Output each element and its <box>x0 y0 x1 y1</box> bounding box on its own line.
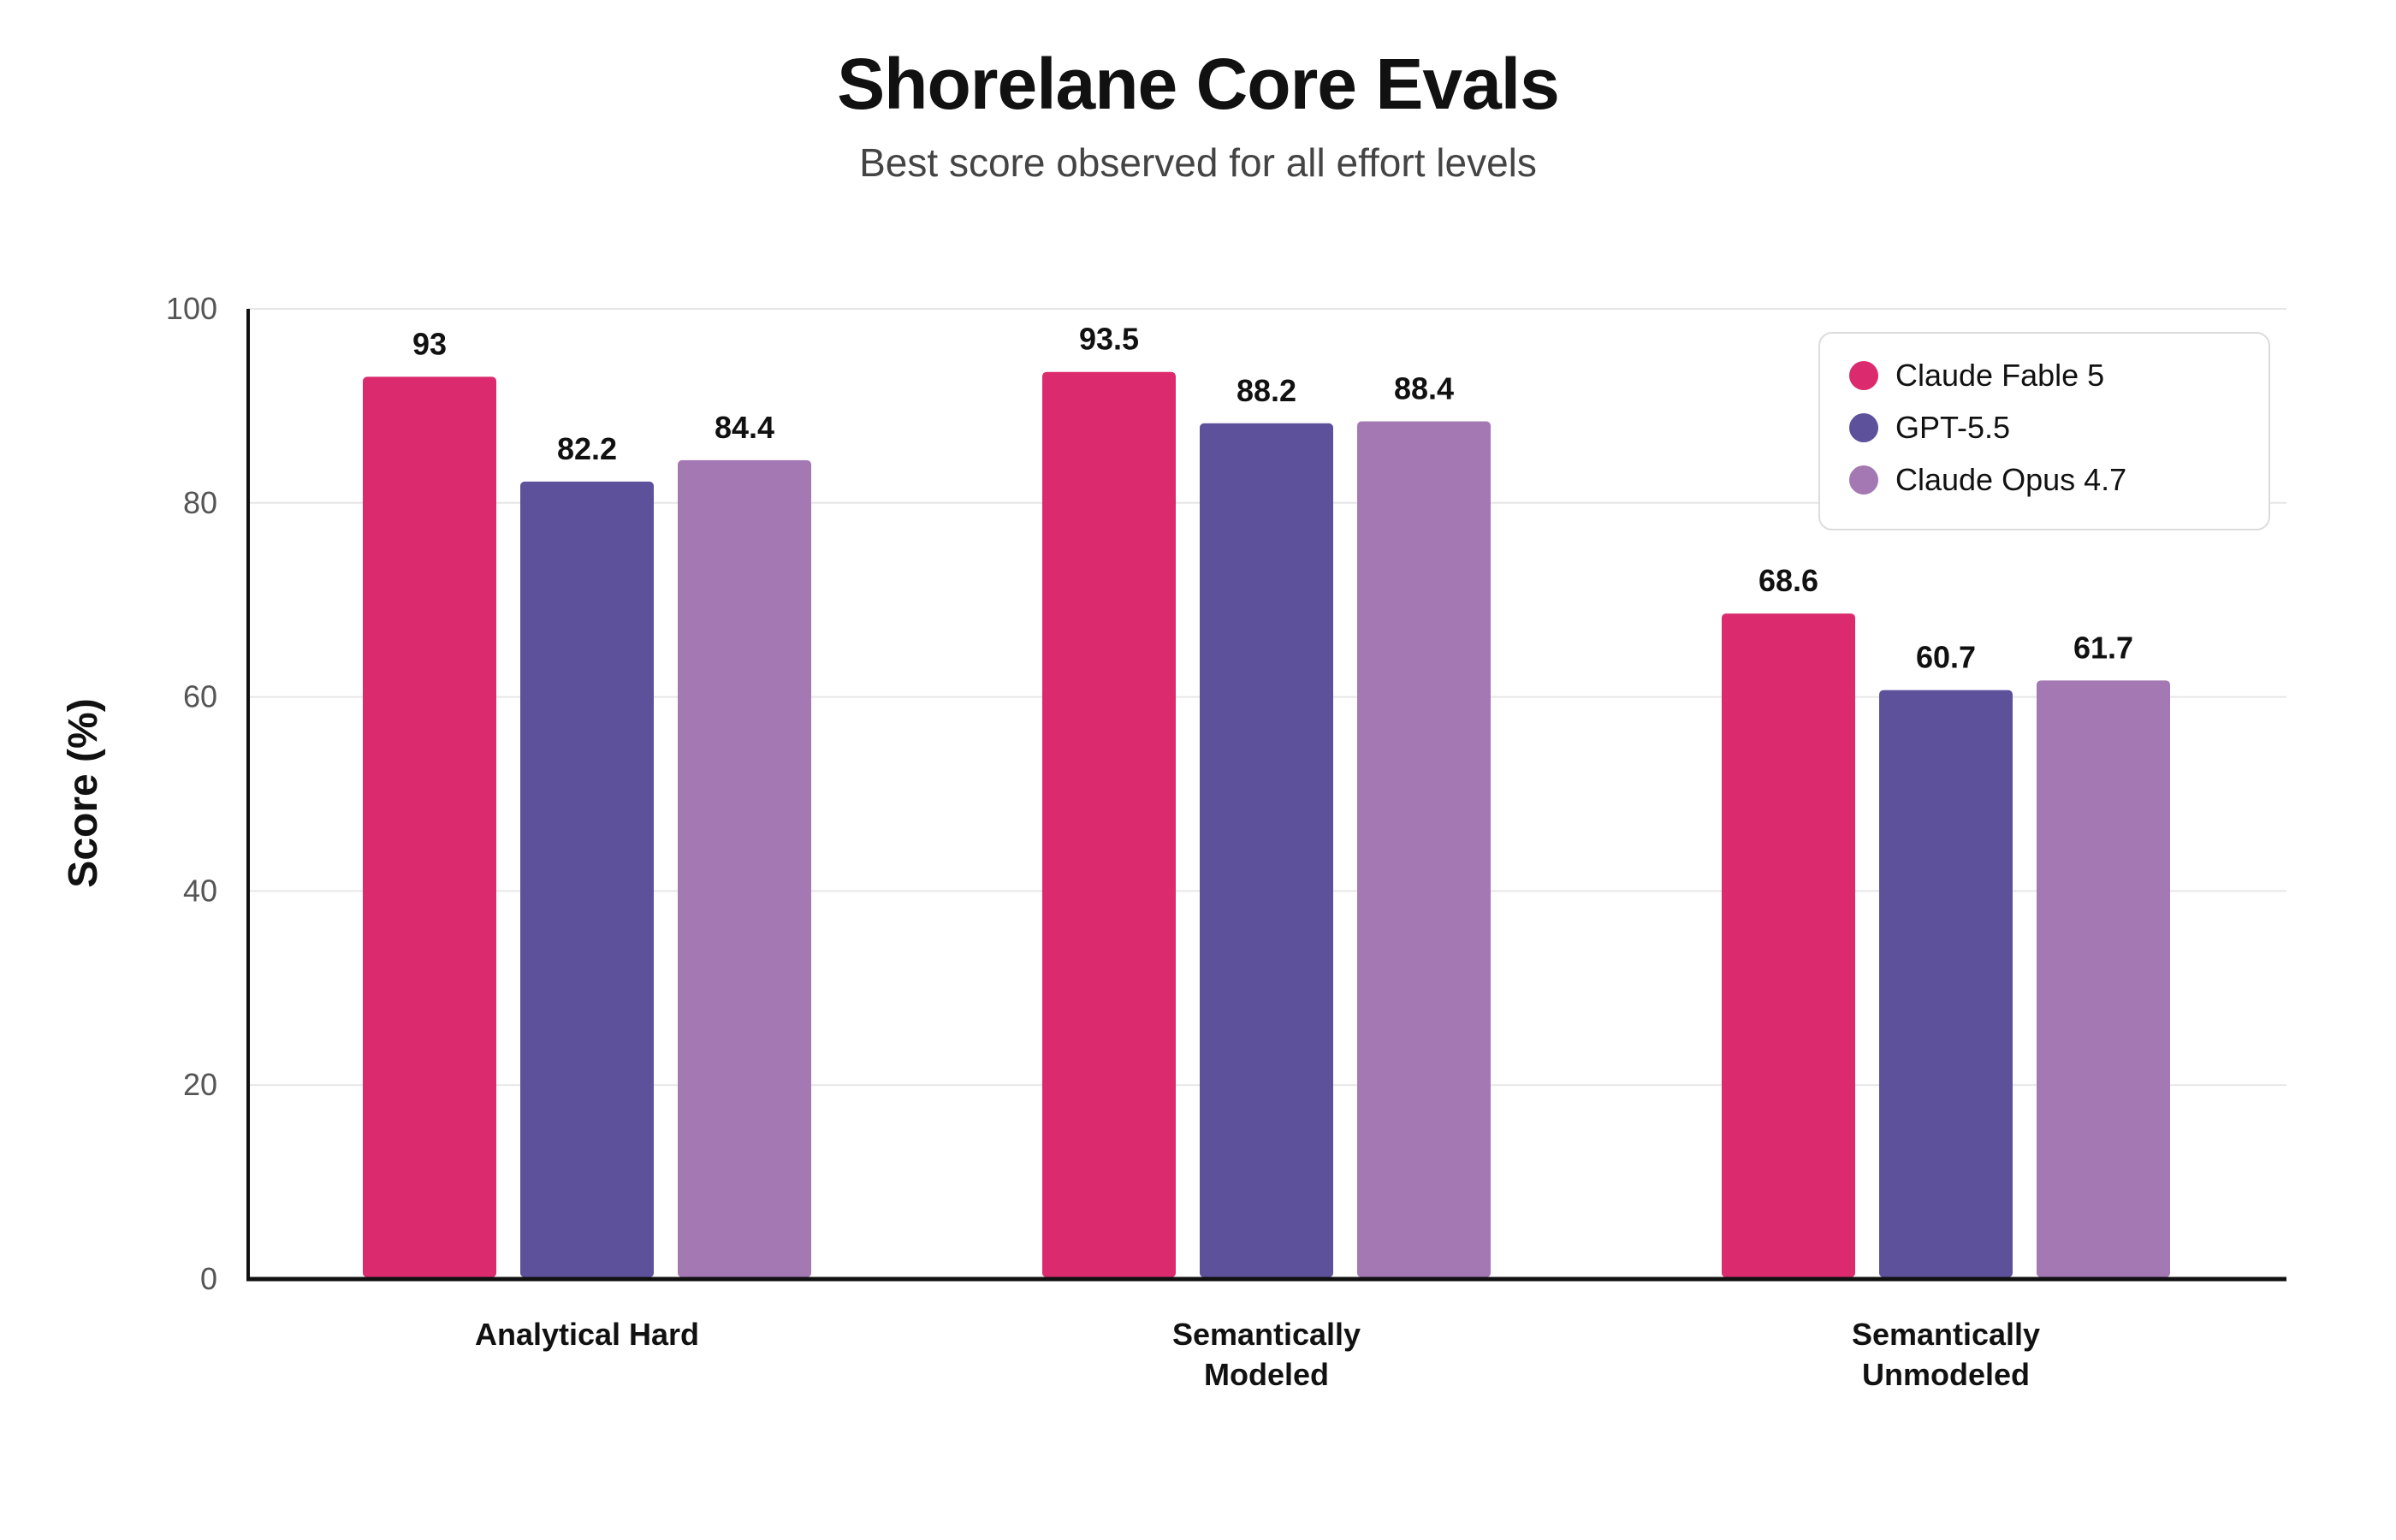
bar <box>1200 423 1333 1277</box>
bar <box>363 376 496 1277</box>
chart-title: Shorelane Core Evals <box>837 44 1560 124</box>
bar-value-label: 61.7 <box>2073 630 2133 665</box>
bar <box>520 481 654 1277</box>
bar-value-label: 60.7 <box>1916 640 1976 675</box>
legend-label: Claude Fable 5 <box>1895 357 2105 393</box>
bar-value-label: 82.2 <box>557 431 617 466</box>
bar-value-label: 84.4 <box>715 410 774 445</box>
x-category-label: Modeled <box>1204 1357 1329 1392</box>
bar-value-label: 88.4 <box>1394 371 1454 406</box>
bar <box>1722 613 1855 1277</box>
y-tick-label: 0 <box>200 1261 217 1296</box>
legend-swatch <box>1849 412 1878 442</box>
legend-label: GPT-5.5 <box>1895 409 2011 445</box>
y-axis-title: Score (%) <box>61 698 106 887</box>
bar-value-label: 93 <box>412 326 447 361</box>
axes <box>246 309 2286 1282</box>
y-tick-label: 40 <box>183 873 217 908</box>
bars <box>363 371 2170 1278</box>
y-tick-label: 20 <box>183 1067 217 1102</box>
bar <box>678 459 811 1277</box>
x-category-label: Unmodeled <box>1862 1357 2030 1392</box>
bar-value-label: 88.2 <box>1237 373 1296 408</box>
bar-value-label: 68.6 <box>1758 563 1818 598</box>
legend-swatch <box>1849 465 1878 495</box>
labels: 0 20 40 60 80 100 93 82.2 84.4 Analytical Hard 93.… <box>166 291 2133 1392</box>
bar <box>2037 680 2170 1277</box>
legend: Claude Fable 5 GPT-5.5 Claude Opus 4.7 <box>1818 332 2270 530</box>
y-tick-label: 60 <box>183 679 217 714</box>
legend-swatch <box>1849 360 1878 390</box>
bar <box>1357 421 1491 1277</box>
legend-label: Claude Opus 4.7 <box>1895 461 2127 497</box>
x-category-label: Semantically <box>1172 1317 1361 1352</box>
bar <box>1042 371 1176 1278</box>
bar-value-label: 93.5 <box>1079 322 1139 357</box>
x-category-label: Semantically <box>1852 1317 2040 1352</box>
y-tick-label: 100 <box>166 291 217 326</box>
legend-item: Claude Fable 5 <box>1849 349 2268 401</box>
legend-item: Claude Opus 4.7 <box>1849 453 2268 506</box>
bar <box>1879 690 2013 1277</box>
y-tick-label: 80 <box>183 485 217 520</box>
x-category-label: Analytical Hard <box>475 1317 699 1352</box>
legend-item: GPT-5.5 <box>1849 401 2268 453</box>
chart-subtitle: Best score observed for all effort level… <box>859 140 1537 185</box>
